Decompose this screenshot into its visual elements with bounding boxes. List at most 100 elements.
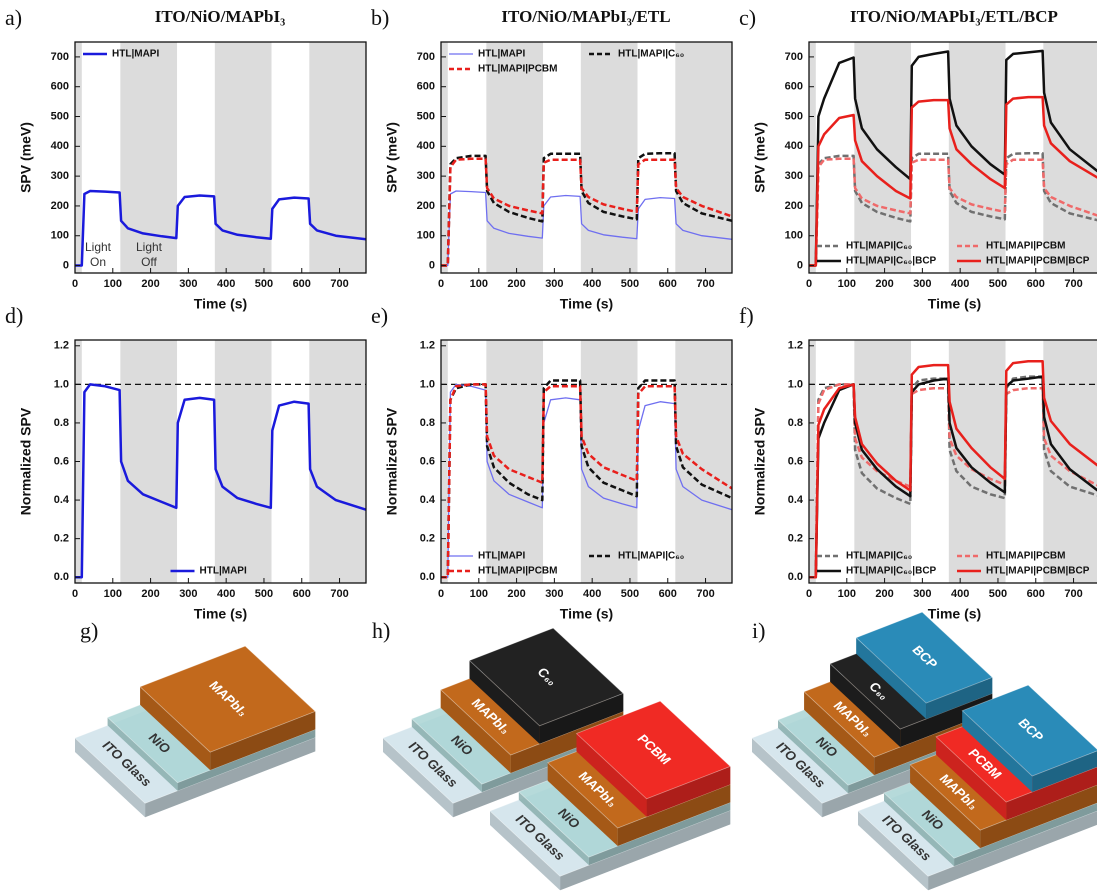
y-tick-label: 1.2 <box>788 340 803 352</box>
shade <box>1043 340 1097 583</box>
x-tick-label: 100 <box>104 588 122 600</box>
series-line <box>809 383 1097 579</box>
y-axis-title: Normalized SPV <box>384 407 400 515</box>
x-axis-title: Time (s) <box>560 606 613 622</box>
y-tick-label: 400 <box>785 140 803 152</box>
layer-side <box>588 802 731 866</box>
layer-side <box>884 792 955 867</box>
panel-label: g) <box>80 618 98 643</box>
panel-label: b) <box>371 5 389 30</box>
x-tick-label: 0 <box>438 278 444 290</box>
plot-frame <box>74 41 367 274</box>
x-tick-label: 300 <box>545 588 563 600</box>
x-tick-label: 0 <box>72 278 78 290</box>
panel-label: i) <box>752 618 765 643</box>
x-tick-label: 600 <box>293 588 311 600</box>
x-tick-label: 200 <box>141 278 159 290</box>
legend-label: HTL|MAPI|C₆₀ <box>618 551 684 562</box>
legend-label: HTL|MAPI|C₆₀ <box>846 551 912 562</box>
legend-label: HTL|MAPI|PCBM <box>478 566 557 577</box>
shade <box>75 42 82 273</box>
layer-side <box>518 791 589 866</box>
layer-side <box>752 738 823 818</box>
shade <box>675 340 732 583</box>
layer-side-shade <box>560 810 731 891</box>
shade <box>441 42 448 273</box>
layer-side-shade <box>75 738 146 818</box>
layer-side-shade <box>210 711 316 771</box>
layer-side-shade <box>547 762 618 846</box>
x-tick-label: 200 <box>141 588 159 600</box>
series-line <box>441 157 732 267</box>
y-tick-label: 200 <box>417 200 435 212</box>
y-tick-label: 300 <box>417 170 435 182</box>
x-tick-label: 700 <box>1064 588 1082 600</box>
shade <box>1043 42 1097 273</box>
layer-side <box>560 810 731 891</box>
x-tick-label: 600 <box>659 588 677 600</box>
shade <box>809 42 816 273</box>
x-tick-label: 500 <box>989 588 1007 600</box>
layer-side-shade <box>830 663 901 747</box>
legend-label: HTL|MAPI|C₆₀|BCP <box>846 256 937 267</box>
layer-side-shade <box>926 677 993 719</box>
layer-top <box>575 700 732 800</box>
x-tick-label: 700 <box>330 278 348 290</box>
shade <box>948 340 1006 583</box>
y-tick-label: 400 <box>417 140 435 152</box>
x-tick-label: 0 <box>806 588 812 600</box>
x-tick-label: 600 <box>1027 278 1045 290</box>
y-tick-label: 0.0 <box>420 571 435 583</box>
layer-side <box>576 733 647 817</box>
legend-label: HTL|MAPI|PCBM|BCP <box>986 566 1090 577</box>
y-tick-label: 200 <box>785 200 803 212</box>
y-axis-title: SPV (meV) <box>18 122 34 193</box>
x-tick-label: 100 <box>838 278 856 290</box>
x-tick-label: 500 <box>621 588 639 600</box>
x-tick-label: 300 <box>179 588 197 600</box>
y-tick-label: 0.4 <box>54 494 70 506</box>
layer-side-shade <box>469 660 540 744</box>
shade <box>486 42 544 273</box>
layer-side-shade <box>383 738 454 818</box>
layer-side-shade <box>490 811 561 891</box>
layer-top <box>855 611 994 704</box>
layer-side <box>210 711 316 771</box>
x-tick-label: 200 <box>875 588 893 600</box>
plot-frame <box>440 41 733 274</box>
layer-side-shade <box>576 733 647 817</box>
x-axis-title: Time (s) <box>928 606 981 622</box>
x-axis-title: Time (s) <box>194 296 247 312</box>
layer-side-shade <box>539 693 624 744</box>
y-tick-label: 700 <box>51 51 69 63</box>
shade <box>580 340 638 583</box>
y-tick-label: 0.0 <box>788 571 803 583</box>
chart-title: ITO/NiO/MAPbI₃/ETL <box>501 7 670 26</box>
y-tick-label: 500 <box>785 110 803 122</box>
y-tick-label: 600 <box>785 81 803 93</box>
layer-side-shade <box>980 784 1097 849</box>
y-tick-label: 100 <box>51 230 69 242</box>
legend-label: HTL|MAPI|C₆₀|BCP <box>846 566 937 577</box>
x-axis-title: Time (s) <box>194 606 247 622</box>
x-tick-label: 500 <box>989 278 1007 290</box>
series-line <box>75 383 366 579</box>
layer-side <box>858 811 929 891</box>
x-tick-label: 700 <box>696 278 714 290</box>
y-tick-label: 600 <box>417 81 435 93</box>
layer-side <box>469 660 540 744</box>
y-tick-label: 0.6 <box>420 455 435 467</box>
layer-side-shade <box>646 766 731 817</box>
layer-side <box>490 811 561 891</box>
layer-top <box>139 645 317 753</box>
x-tick-label: 700 <box>1064 278 1082 290</box>
y-tick-label: 700 <box>417 51 435 63</box>
x-tick-label: 700 <box>330 588 348 600</box>
x-tick-label: 500 <box>621 278 639 290</box>
y-tick-label: 700 <box>785 51 803 63</box>
y-tick-label: 1.2 <box>420 340 435 352</box>
y-tick-label: 0.2 <box>420 533 435 545</box>
layer-side-shade <box>954 802 1097 867</box>
layer-top <box>961 684 1097 777</box>
